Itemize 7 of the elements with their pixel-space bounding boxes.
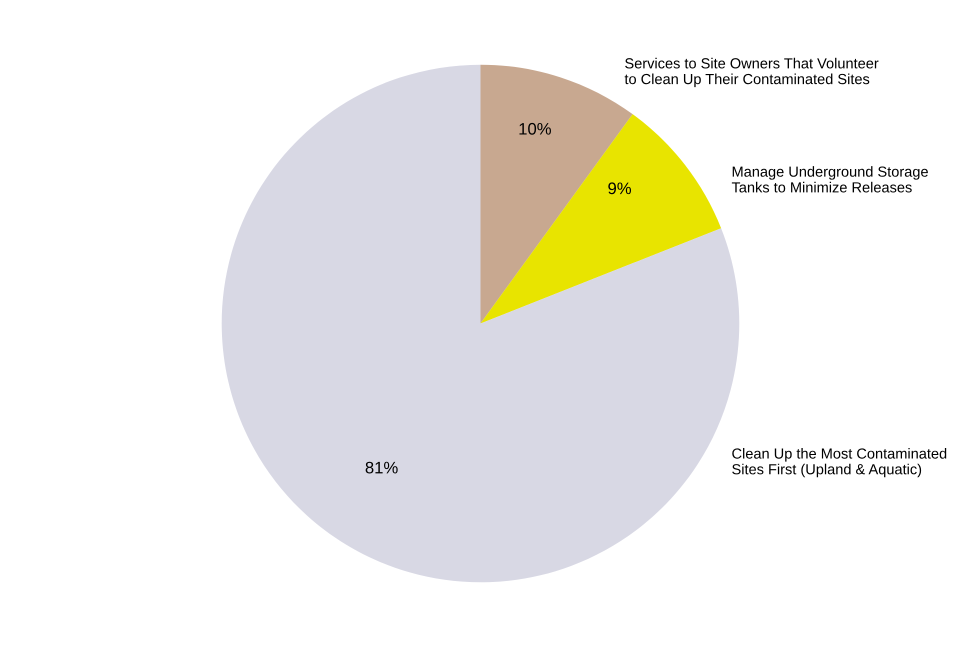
data-label: 81% [366,462,398,474]
slice-label: Manage Underground Storage Tanks to Minimize Releases [732,166,928,193]
data-label: 9% [608,182,632,194]
data-label: 10% [519,122,551,135]
slice-label: Clean Up the Most Contaminated Sites First (Upland & Aquatic) [732,448,946,478]
slice-label: Services to Site Owners That Volunteer to Clean Up Their Contaminated Sites [624,58,878,88]
pie-slice [480,114,722,324]
